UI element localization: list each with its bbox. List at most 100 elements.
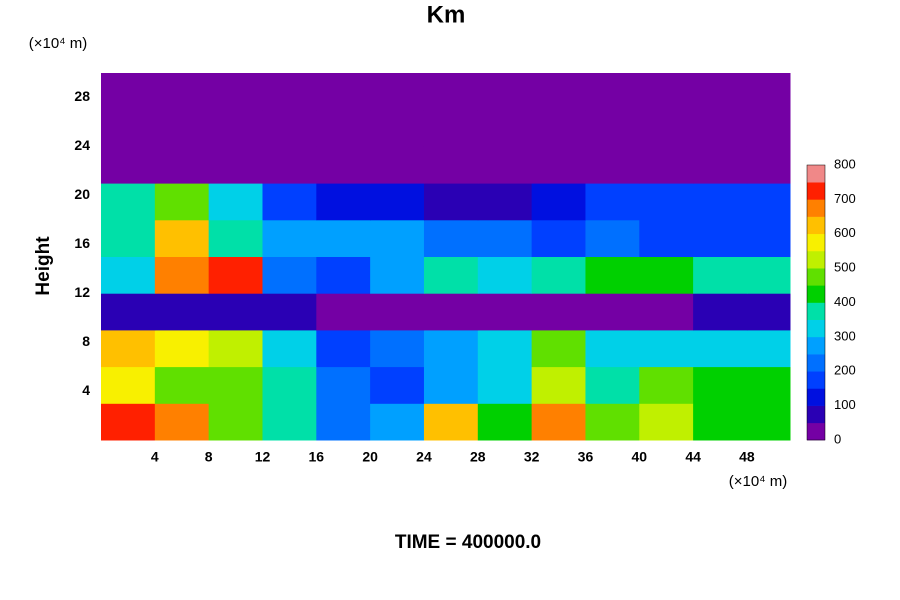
cell	[693, 109, 748, 147]
y-tick-label: 24	[74, 137, 90, 153]
cell	[262, 183, 317, 221]
cell	[370, 293, 425, 331]
cell	[531, 73, 586, 111]
colorbar-swatch	[807, 216, 825, 235]
y-tick-label: 20	[74, 186, 90, 202]
y-tick-label: 16	[74, 235, 90, 251]
cell	[262, 109, 317, 147]
cell	[639, 293, 694, 331]
cell	[693, 219, 748, 257]
cell	[262, 219, 317, 257]
cell	[585, 183, 640, 221]
cell	[370, 183, 425, 221]
colorbar-frame	[806, 164, 826, 441]
cell	[316, 146, 371, 184]
cell	[370, 219, 425, 257]
cell	[370, 109, 425, 147]
cell	[154, 146, 210, 184]
cell	[262, 293, 317, 331]
x-tick-label: 20	[362, 449, 378, 465]
cell	[477, 146, 533, 184]
cell	[585, 146, 640, 184]
cell	[316, 403, 371, 441]
cell	[262, 329, 317, 368]
cell	[262, 403, 317, 441]
cell	[531, 293, 586, 331]
colorbar: 0 100 200 300 400 500 600 700 800	[806, 156, 856, 446]
x-tick-label: 32	[524, 449, 540, 465]
colorbar-tick-label: 600	[834, 225, 856, 240]
cell	[262, 146, 317, 184]
y-tick-label: 28	[74, 88, 90, 104]
y-tick-label: 8	[82, 333, 90, 349]
cell	[639, 146, 694, 184]
cell	[262, 366, 317, 404]
cell	[101, 219, 156, 257]
cell	[208, 73, 263, 111]
colorbar-swatch	[807, 199, 825, 217]
cell	[101, 109, 156, 147]
cell	[585, 256, 640, 294]
x-unit: (×10⁴ m)	[729, 473, 788, 490]
cell	[154, 403, 210, 441]
cell	[477, 293, 533, 331]
cell	[746, 293, 791, 331]
cell	[423, 219, 479, 257]
cell	[101, 256, 156, 294]
colorbar-swatch	[807, 336, 825, 355]
cell	[693, 366, 748, 404]
x-tick-label: 24	[416, 449, 432, 465]
cell	[477, 329, 533, 368]
cell	[477, 256, 533, 294]
y-tick-label: 12	[74, 284, 90, 300]
cell	[477, 183, 533, 221]
cell	[531, 366, 586, 404]
colorbar-swatch	[807, 233, 825, 252]
cell	[639, 329, 694, 368]
colorbar-tick-label: 700	[834, 191, 856, 206]
cell	[746, 403, 791, 441]
cell	[208, 366, 263, 404]
colorbar-swatch	[807, 319, 825, 338]
colorbar-tick-label: 500	[834, 260, 856, 275]
cell	[101, 73, 156, 111]
cell	[746, 366, 791, 404]
cell	[316, 73, 371, 111]
cell	[154, 219, 210, 257]
cell	[316, 183, 371, 221]
cell	[585, 73, 640, 111]
cell	[316, 219, 371, 257]
x-tick-label: 48	[739, 449, 755, 465]
cell	[154, 366, 210, 404]
cell	[477, 403, 533, 441]
field	[101, 73, 791, 441]
cell	[531, 329, 586, 368]
cell	[585, 403, 640, 441]
cell	[262, 256, 317, 294]
cell	[531, 109, 586, 147]
cell	[423, 293, 479, 331]
cell	[477, 366, 533, 404]
cell	[208, 219, 263, 257]
cell	[101, 403, 156, 441]
colorbar-swatch	[807, 268, 825, 286]
colorbar-swatch	[807, 354, 825, 372]
x-tick-label: 8	[205, 449, 213, 465]
cell	[531, 256, 586, 294]
colorbar-tick-label: 300	[834, 328, 856, 343]
cell	[370, 403, 425, 441]
cell	[423, 366, 479, 404]
cell	[423, 73, 479, 111]
cell	[101, 366, 156, 404]
cell	[639, 256, 694, 294]
x-tick-label: 44	[685, 449, 701, 465]
y-tick-label: 4	[82, 382, 90, 398]
cell	[154, 329, 210, 368]
cell	[423, 183, 479, 221]
cell	[531, 219, 586, 257]
cell	[370, 256, 425, 294]
cell	[746, 73, 791, 111]
y-axis-label: Height	[33, 236, 54, 296]
cell	[423, 256, 479, 294]
